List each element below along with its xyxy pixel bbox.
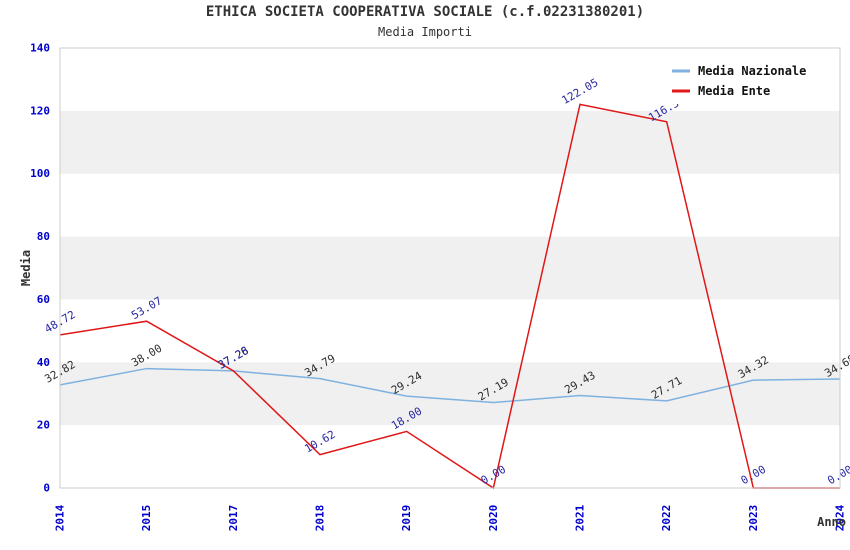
plot-band [60, 110, 840, 174]
plot-bands [60, 48, 840, 488]
y-axis-title: Media [19, 250, 33, 286]
y-axis-ticks: 0 20 40 60 80 100 120 140 [30, 42, 50, 495]
series-lines [59, 103, 841, 490]
x-tick-label: 2014 [54, 504, 67, 531]
x-tick-label: 2019 [400, 505, 413, 532]
series-line-media-nazionale [59, 367, 841, 404]
x-tick-label: 2020 [487, 505, 500, 532]
x-tick-label: 2021 [574, 504, 587, 531]
legend-background [666, 54, 838, 104]
plot-band [60, 425, 840, 488]
y-tick-label: 100 [30, 167, 50, 180]
x-tick-label: 2017 [227, 505, 240, 532]
x-axis-ticks: 2014 2015 2017 2018 2019 2020 2021 2022 2023 2024 [54, 504, 847, 531]
x-tick-label: 2018 [314, 505, 327, 532]
plot-band [60, 362, 840, 426]
x-axis-title: Anno [817, 515, 846, 529]
y-tick-label: 0 [43, 482, 50, 495]
series-line-media-ente [59, 103, 840, 490]
y-tick-label: 40 [37, 356, 50, 369]
y-tick-label: 60 [37, 293, 50, 306]
x-tick-label: 2015 [140, 505, 153, 532]
x-tick-label: 2024 [834, 504, 847, 531]
y-tick-label: 120 [30, 104, 50, 117]
plot-band [60, 299, 840, 363]
y-tick-label: 140 [30, 42, 50, 55]
chart-title: ETHICA SOCIETA COOPERATIVA SOCIALE (c.f.… [206, 4, 644, 20]
plot-border [59, 47, 841, 489]
legend-label-media-ente: Media Ente [698, 84, 770, 98]
y-tick-label: 20 [37, 419, 50, 432]
chart-subtitle: Media Importi [378, 25, 472, 39]
plot-band [60, 173, 840, 237]
y-tick-label: 80 [37, 230, 50, 243]
x-tick-label: 2023 [747, 505, 760, 532]
x-tick-label: 2022 [660, 505, 673, 532]
legend: Media Nazionale Media Ente [666, 54, 838, 104]
plot-band [60, 236, 840, 300]
legend-label-media-nazionale: Media Nazionale [698, 64, 806, 78]
